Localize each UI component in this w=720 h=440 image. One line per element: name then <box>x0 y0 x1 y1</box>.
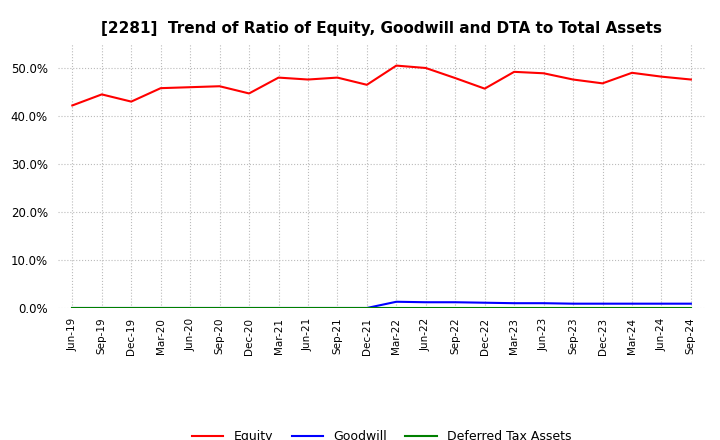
Goodwill <box>657 301 666 306</box>
Deferred Tax Assets <box>363 305 372 311</box>
Equity <box>657 74 666 79</box>
Equity <box>628 70 636 75</box>
Deferred Tax Assets <box>127 305 135 311</box>
Goodwill <box>421 300 430 305</box>
Equity <box>127 99 135 104</box>
Deferred Tax Assets <box>657 305 666 311</box>
Deferred Tax Assets <box>274 305 283 311</box>
Goodwill <box>127 305 135 311</box>
Equity <box>598 81 607 86</box>
Goodwill <box>480 300 489 305</box>
Equity <box>304 77 312 82</box>
Equity <box>421 66 430 71</box>
Deferred Tax Assets <box>451 305 459 311</box>
Deferred Tax Assets <box>421 305 430 311</box>
Deferred Tax Assets <box>598 305 607 311</box>
Goodwill <box>687 301 696 306</box>
Line: Goodwill: Goodwill <box>72 302 691 308</box>
Goodwill <box>186 305 194 311</box>
Deferred Tax Assets <box>215 305 224 311</box>
Equity <box>363 82 372 88</box>
Goodwill <box>510 301 518 306</box>
Goodwill <box>245 305 253 311</box>
Goodwill <box>68 305 76 311</box>
Equity <box>392 63 400 68</box>
Goodwill <box>598 301 607 306</box>
Legend: Equity, Goodwill, Deferred Tax Assets: Equity, Goodwill, Deferred Tax Assets <box>187 425 576 440</box>
Equity <box>510 69 518 74</box>
Goodwill <box>156 305 165 311</box>
Goodwill <box>451 300 459 305</box>
Deferred Tax Assets <box>480 305 489 311</box>
Deferred Tax Assets <box>569 305 577 311</box>
Equity <box>539 71 548 76</box>
Deferred Tax Assets <box>97 305 106 311</box>
Deferred Tax Assets <box>186 305 194 311</box>
Equity <box>156 85 165 91</box>
Goodwill <box>274 305 283 311</box>
Goodwill <box>215 305 224 311</box>
Goodwill <box>569 301 577 306</box>
Deferred Tax Assets <box>245 305 253 311</box>
Equity <box>687 77 696 82</box>
Goodwill <box>392 299 400 304</box>
Equity <box>569 77 577 82</box>
Equity <box>451 75 459 81</box>
Equity <box>186 84 194 90</box>
Goodwill <box>628 301 636 306</box>
Title: [2281]  Trend of Ratio of Equity, Goodwill and DTA to Total Assets: [2281] Trend of Ratio of Equity, Goodwil… <box>101 21 662 36</box>
Equity <box>68 103 76 108</box>
Deferred Tax Assets <box>68 305 76 311</box>
Goodwill <box>333 305 342 311</box>
Equity <box>245 91 253 96</box>
Deferred Tax Assets <box>156 305 165 311</box>
Deferred Tax Assets <box>539 305 548 311</box>
Goodwill <box>304 305 312 311</box>
Goodwill <box>539 301 548 306</box>
Equity <box>97 92 106 97</box>
Deferred Tax Assets <box>628 305 636 311</box>
Deferred Tax Assets <box>687 305 696 311</box>
Deferred Tax Assets <box>510 305 518 311</box>
Equity <box>274 75 283 80</box>
Equity <box>480 86 489 91</box>
Equity <box>333 75 342 80</box>
Line: Equity: Equity <box>72 66 691 106</box>
Goodwill <box>97 305 106 311</box>
Equity <box>215 84 224 89</box>
Deferred Tax Assets <box>333 305 342 311</box>
Deferred Tax Assets <box>304 305 312 311</box>
Deferred Tax Assets <box>392 305 400 311</box>
Goodwill <box>363 305 372 311</box>
